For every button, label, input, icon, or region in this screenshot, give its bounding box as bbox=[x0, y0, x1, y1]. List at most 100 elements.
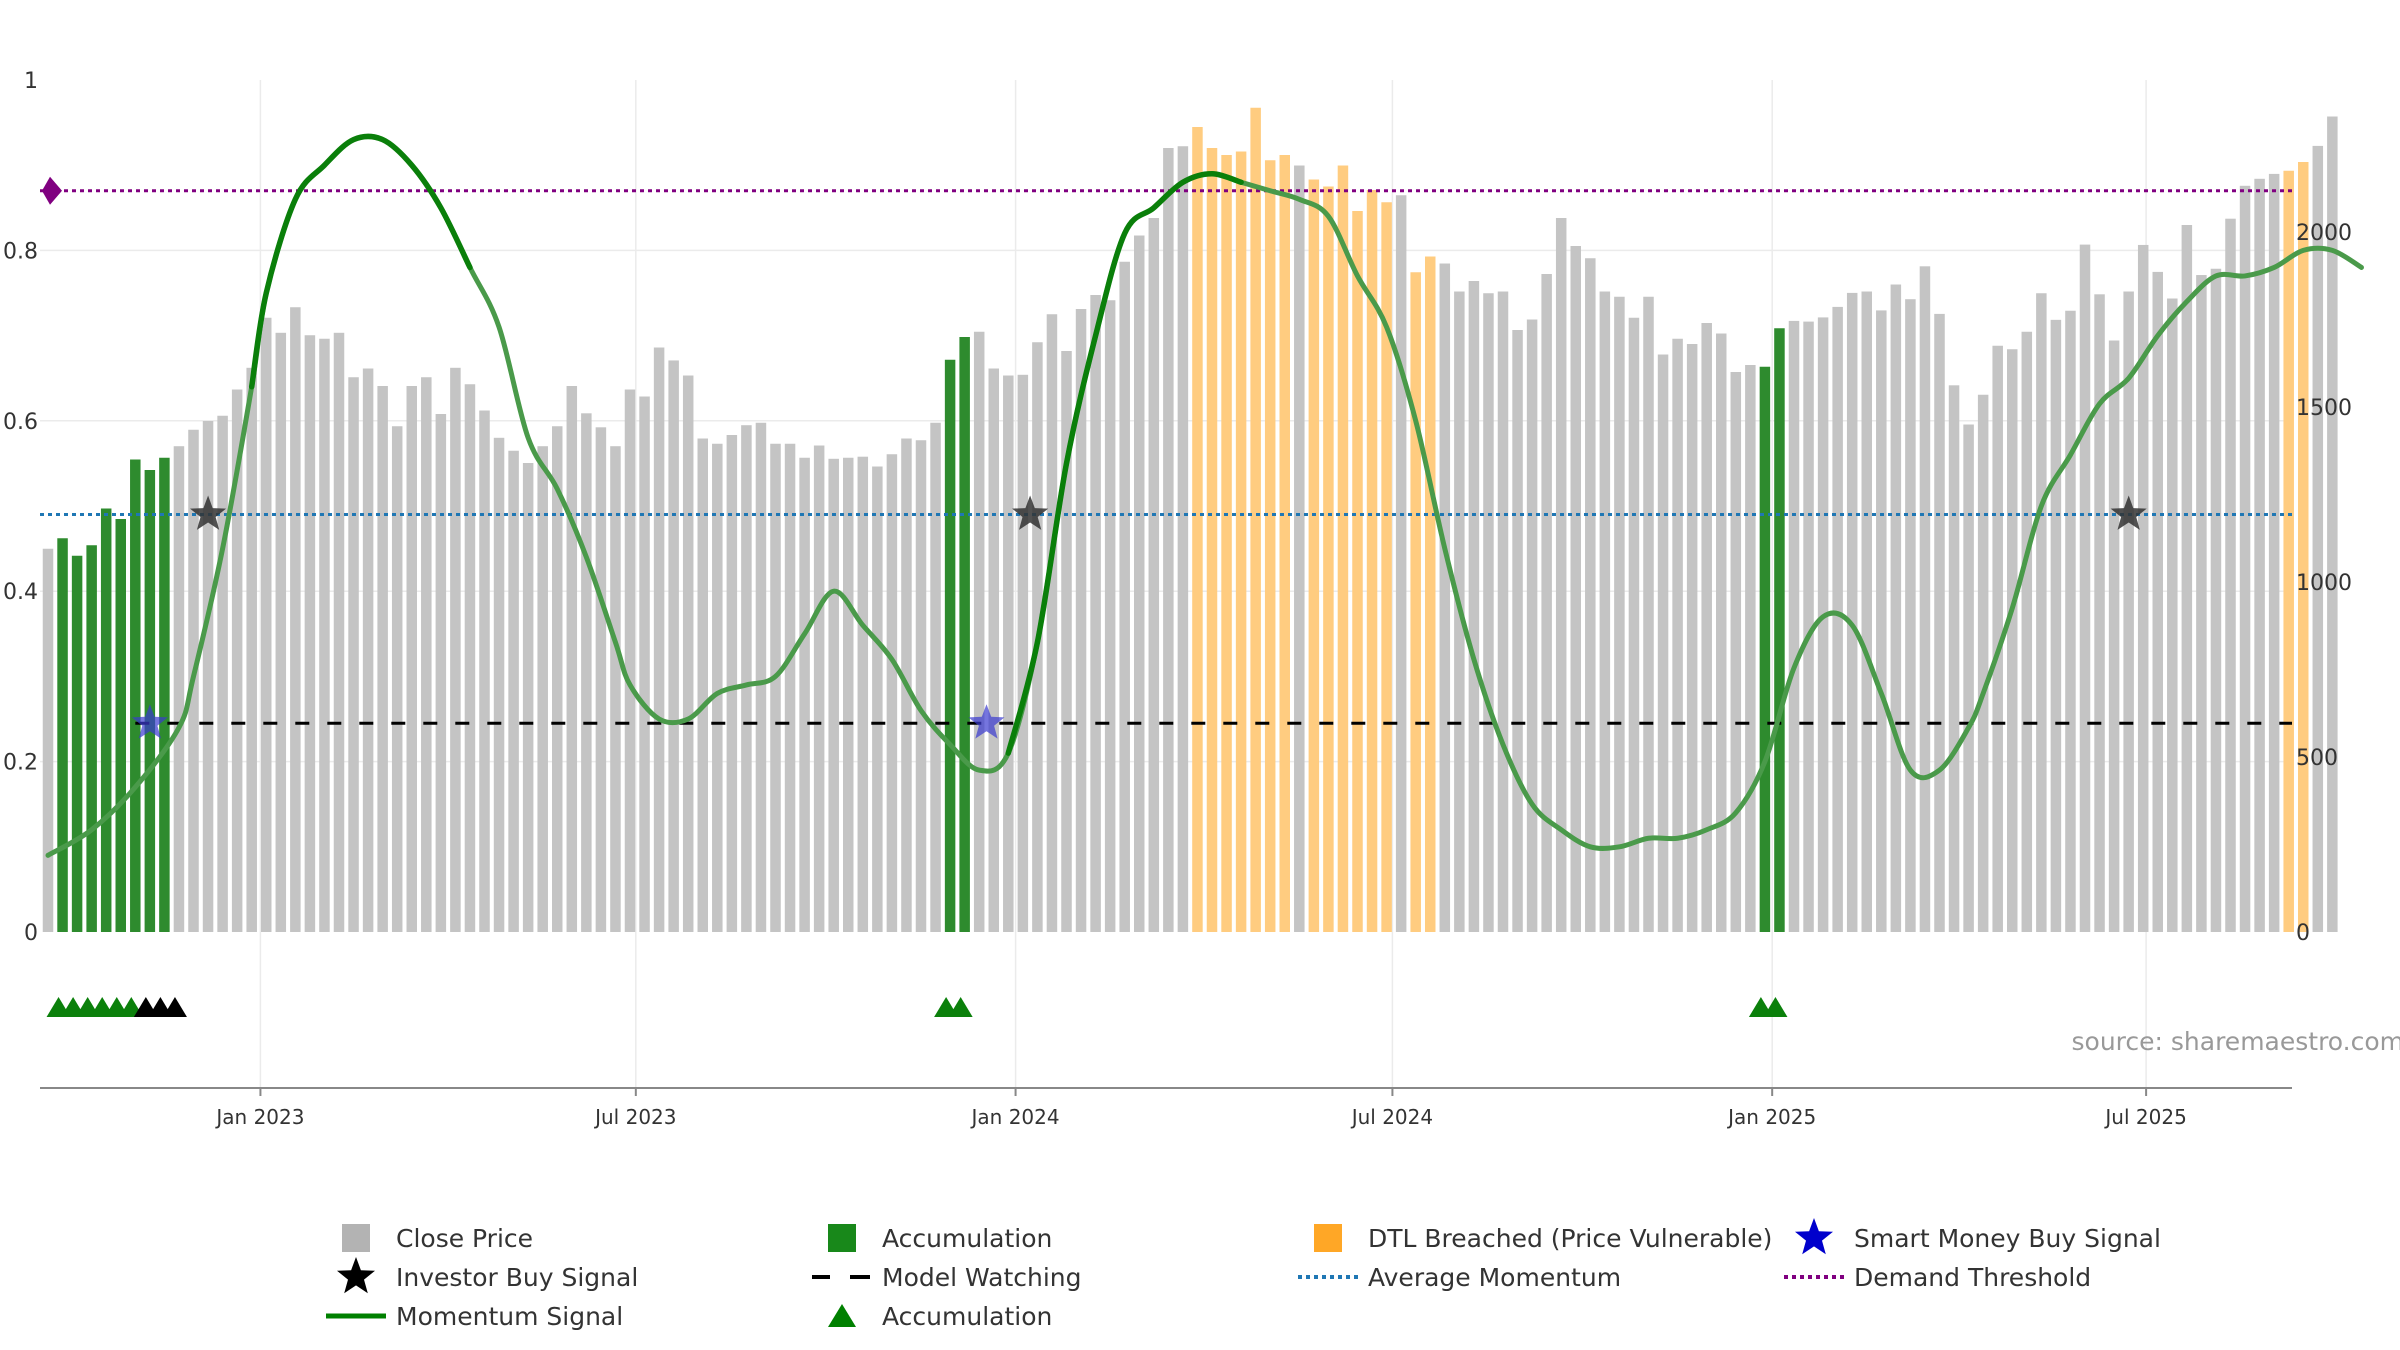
right-tick-label: 1500 bbox=[2296, 396, 2352, 421]
close-price-bar bbox=[522, 463, 534, 932]
right-tick-label: 2000 bbox=[2296, 221, 2352, 246]
close-price-bar bbox=[755, 422, 767, 932]
close-price-bar bbox=[1861, 291, 1872, 932]
close-price-bar bbox=[2065, 310, 2076, 932]
dtl-breached-bar bbox=[1264, 160, 1276, 932]
close-price-bar bbox=[1483, 293, 1494, 932]
close-price-bar bbox=[610, 446, 621, 932]
close-price-bar bbox=[799, 457, 810, 932]
close-price-bar bbox=[1395, 195, 1407, 932]
accumulation-bar bbox=[115, 519, 126, 932]
close-price-bar bbox=[1701, 323, 1712, 932]
close-price-bar bbox=[2108, 340, 2120, 932]
close-price-bar bbox=[1846, 292, 1858, 932]
close-price-bar bbox=[2079, 244, 2091, 933]
accumulation-bar bbox=[100, 508, 112, 932]
close-price-bar bbox=[202, 421, 214, 932]
close-price-bar bbox=[1104, 300, 1116, 932]
demand-threshold-marker bbox=[42, 176, 62, 205]
legend-label: Demand Threshold bbox=[1854, 1263, 2091, 1292]
close-price-bar bbox=[1614, 296, 1625, 932]
accumulation-bar bbox=[57, 538, 68, 932]
left-tick-label: 1 bbox=[24, 69, 38, 94]
close-price-bar bbox=[653, 347, 665, 932]
dtl-breached-bar bbox=[1235, 151, 1247, 932]
legend-star bbox=[1795, 1218, 1833, 1255]
accumulation-bar bbox=[159, 457, 170, 932]
close-price-bar bbox=[886, 454, 898, 932]
close-price-bar bbox=[2210, 268, 2222, 932]
close-price-bar bbox=[857, 456, 869, 932]
close-price-bar bbox=[1948, 385, 1960, 932]
close-price-bar bbox=[1803, 321, 1814, 933]
close-price-bar bbox=[173, 446, 185, 932]
close-price-bar bbox=[682, 375, 694, 932]
investor-buy-star bbox=[190, 495, 227, 530]
dtl-breached-bar bbox=[1206, 148, 1218, 932]
legend-swatch bbox=[342, 1224, 370, 1252]
right-tick-label: 1000 bbox=[2296, 571, 2352, 596]
close-price-bar bbox=[2167, 298, 2178, 932]
close-price-bar bbox=[1963, 424, 1974, 932]
accumulation-bar bbox=[1759, 366, 1771, 932]
left-tick-label: 0 bbox=[24, 921, 38, 946]
close-price-bar bbox=[2254, 178, 2265, 933]
close-price-bar bbox=[843, 457, 854, 932]
close-price-bar bbox=[2268, 173, 2280, 932]
close-price-bar bbox=[872, 466, 883, 932]
close-price-bar bbox=[2312, 145, 2324, 932]
momentum-signal-line bbox=[45, 133, 2364, 858]
close-price-bar bbox=[2036, 293, 2047, 932]
close-price-bar bbox=[1934, 313, 1945, 932]
legend-label: Smart Money Buy Signal bbox=[1854, 1224, 2161, 1253]
legend-item-smart: Smart Money Buy Signal bbox=[1795, 1218, 2161, 1255]
dtl-breached-bar bbox=[1337, 165, 1349, 932]
close-price-bar bbox=[231, 389, 243, 932]
smart-money-buy-star bbox=[968, 704, 1005, 739]
close-price-bar bbox=[1992, 345, 2003, 932]
legend-triangle bbox=[828, 1304, 856, 1327]
legend-item-momentum: Momentum Signal bbox=[326, 1302, 623, 1331]
legend-label: Average Momentum bbox=[1368, 1263, 1621, 1292]
close-price-bar bbox=[1585, 258, 1596, 932]
close-price-bar bbox=[1163, 148, 1174, 932]
x-tick-label: Jan 2025 bbox=[1726, 1105, 1816, 1129]
close-price-bar bbox=[246, 367, 257, 932]
close-price-bar bbox=[1905, 299, 1916, 932]
close-price-bar bbox=[1628, 317, 1640, 932]
accumulation-bar bbox=[144, 470, 156, 932]
close-price-bar bbox=[552, 426, 563, 932]
accumulation-bar bbox=[86, 545, 97, 932]
close-price-bar bbox=[1439, 263, 1451, 932]
close-price-bar bbox=[988, 368, 999, 932]
close-price-bar bbox=[2327, 116, 2338, 932]
close-price-bar bbox=[1119, 261, 1130, 932]
dtl-breached-bar bbox=[1366, 190, 1378, 932]
close-price-bar bbox=[828, 458, 839, 932]
legend-item-avgmom: Average Momentum bbox=[1298, 1263, 1621, 1292]
legend: Close Price Accumulation DTL Breached (Pri… bbox=[326, 1218, 2161, 1331]
close-price-bar bbox=[1788, 320, 1800, 932]
close-price-bar bbox=[2050, 319, 2062, 933]
reference-lines bbox=[40, 176, 2292, 725]
close-price-bar bbox=[639, 396, 650, 932]
close-price-bar bbox=[2225, 218, 2236, 932]
close-price-bar bbox=[435, 414, 447, 932]
close-price-bar bbox=[406, 386, 417, 932]
left-tick-label: 0.6 bbox=[3, 410, 38, 435]
close-price-bar bbox=[624, 389, 636, 932]
dtl-breached-bar bbox=[1352, 211, 1363, 932]
x-tick-label: Jul 2025 bbox=[2103, 1105, 2186, 1129]
legend-item-close: Close Price bbox=[342, 1224, 533, 1253]
dtl-breached-bar bbox=[1250, 107, 1261, 932]
close-price-bar bbox=[813, 445, 825, 932]
close-price-bar bbox=[1541, 274, 1552, 932]
close-price-bar bbox=[2239, 185, 2251, 933]
close-price-bar bbox=[566, 386, 578, 932]
close-price-bar bbox=[784, 443, 796, 932]
legend-item-demand: Demand Threshold bbox=[1784, 1263, 2091, 1292]
close-price-bar bbox=[1716, 333, 1727, 932]
dtl-breached-bar bbox=[1323, 186, 1334, 932]
source-label: source: sharemaestro.com bbox=[2072, 1027, 2400, 1056]
